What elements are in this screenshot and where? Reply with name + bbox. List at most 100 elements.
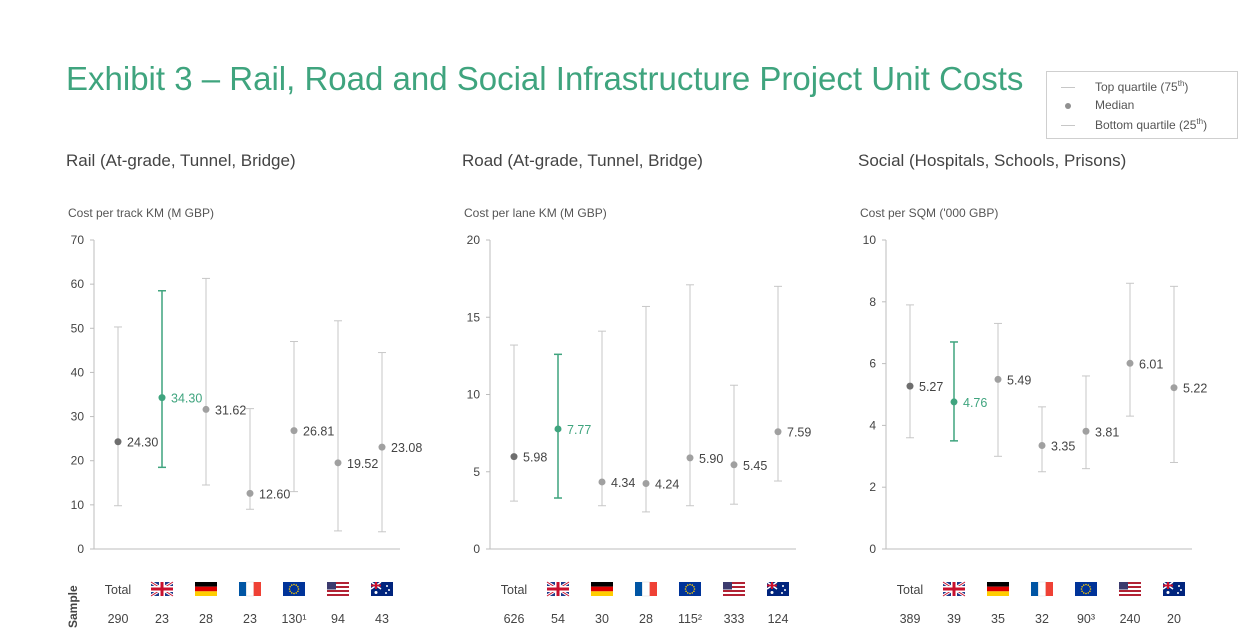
flag-icon: [1166, 591, 1170, 594]
flag-icon: [151, 587, 173, 591]
flag-icon: [1119, 582, 1128, 590]
flag-icon: [1085, 592, 1087, 595]
flag-icon: [289, 585, 291, 588]
flag-icon: [195, 586, 217, 592]
flag-icon: [195, 591, 217, 596]
flag-icon: [591, 586, 613, 592]
flag-icon: [195, 582, 217, 587]
median-value-label: 5.49: [1007, 373, 1031, 387]
flag-icon: [686, 584, 689, 586]
flag-icon: [1119, 590, 1141, 592]
flag-icon: [591, 591, 613, 596]
sample-count: 20: [1167, 612, 1181, 626]
legend-label: Bottom quartile (25th): [1095, 117, 1208, 132]
flag-icon: [987, 591, 1009, 596]
legend-label: Median: [1095, 98, 1135, 112]
flag-icon: [295, 584, 298, 586]
road-panel-title: Road (At-grade, Tunnel, Bridge): [462, 151, 703, 170]
flag-icon: [770, 591, 774, 594]
sample-count: 333: [724, 612, 745, 626]
y-tick-label: 30: [71, 410, 85, 424]
flag-icon: [684, 588, 687, 590]
flag-icon: [591, 582, 613, 587]
flag-icon: [253, 582, 261, 596]
sample-count: 626: [504, 612, 525, 626]
flag-icon: [1119, 592, 1141, 594]
median-point: [642, 479, 650, 487]
sample-count: 32: [1035, 612, 1049, 626]
flag-icon: [784, 589, 786, 591]
y-tick-label: 50: [71, 321, 85, 335]
y-tick-label: 0: [869, 542, 876, 556]
flag-icon: [283, 582, 305, 596]
flag-icon: [1087, 592, 1090, 594]
flag-icon: [290, 592, 293, 594]
flag-icon: [1119, 582, 1141, 584]
flag-icon: [782, 585, 784, 587]
social-y-axis-label: Cost per SQM ('000 GBP): [860, 206, 999, 220]
median-point: [994, 375, 1002, 383]
flag-icon: [723, 582, 732, 590]
sample-count: 124: [768, 612, 789, 626]
flag-icon: [987, 586, 1009, 592]
y-tick-label: 0: [77, 542, 84, 556]
median-value-label: 7.59: [787, 426, 811, 440]
y-tick-label: 6: [869, 357, 876, 371]
flag-icon: [327, 582, 336, 590]
category-label-total: Total: [105, 583, 131, 597]
flag-icon: [723, 588, 745, 590]
flag-icon: [1177, 592, 1179, 594]
flag-icon: [293, 583, 295, 586]
median-point: [114, 438, 122, 446]
median-point: [774, 428, 782, 436]
median-point: [290, 427, 298, 435]
flag-icon: [246, 581, 254, 597]
flag-icon: [1080, 588, 1083, 590]
rail-y-axis-label: Cost per track KM (M GBP): [68, 206, 215, 220]
flag-icon: [1087, 584, 1090, 586]
sample-count: 28: [199, 612, 213, 626]
y-tick-label: 2: [869, 480, 876, 494]
sample-count: 90³: [1077, 612, 1095, 626]
median-value-label: 5.27: [919, 380, 943, 394]
flag-icon: [767, 584, 777, 587]
flag-icon: [689, 592, 691, 595]
flag-icon: [1119, 588, 1141, 590]
flag-icon: [1082, 584, 1085, 586]
sample-count: 30: [595, 612, 609, 626]
flag-icon: [1045, 582, 1053, 596]
flag-icon: [691, 584, 694, 586]
flag-icon: [689, 583, 691, 586]
median-value-label: 7.77: [567, 423, 591, 437]
median-point: [554, 425, 562, 433]
sample-count: 54: [551, 612, 565, 626]
median-point: [510, 453, 518, 461]
flag-icon: [635, 582, 643, 596]
flag-icon: [297, 590, 299, 593]
median-value-label: 4.24: [655, 477, 679, 491]
flag-icon: [288, 588, 291, 590]
flag-icon: [297, 588, 300, 590]
median-point: [158, 394, 166, 402]
legend-item: Top quartile (75th): [1047, 78, 1237, 96]
sample-count: 28: [639, 612, 653, 626]
flag-icon: [239, 582, 247, 596]
sample-count: 130¹: [281, 612, 306, 626]
flag-icon: [385, 592, 387, 594]
legend-median-marker: [1065, 103, 1071, 109]
y-tick-label: 40: [71, 365, 85, 379]
median-value-label: 5.22: [1183, 382, 1207, 396]
flag-icon: [371, 584, 381, 587]
sample-count: 290: [108, 612, 129, 626]
median-point: [1170, 384, 1178, 392]
flag-icon: [547, 587, 569, 591]
flag-icon: [289, 590, 291, 593]
median-value-label: 19.52: [347, 457, 378, 471]
median-point: [378, 443, 386, 451]
flag-icon: [1089, 588, 1092, 590]
legend-item: Median: [1047, 97, 1237, 115]
social-panel-title: Social (Hospitals, Schools, Prisons): [858, 151, 1127, 170]
sample-count: 43: [375, 612, 389, 626]
flag-icon: [327, 588, 349, 590]
